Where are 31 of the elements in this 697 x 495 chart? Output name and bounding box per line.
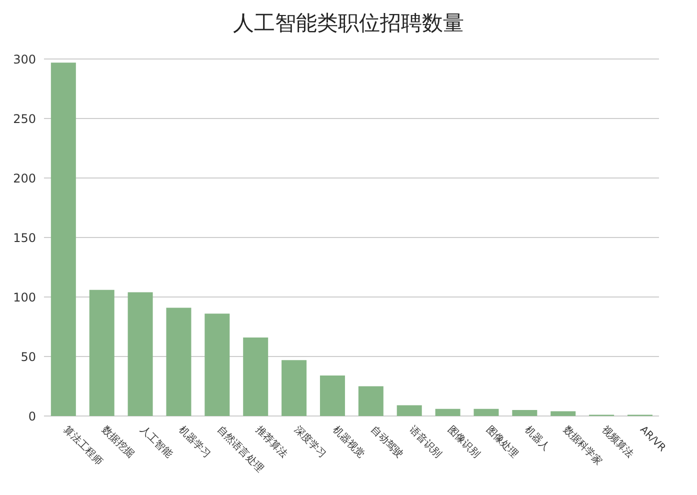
- bar: [204, 314, 230, 416]
- x-tick-label: 深度学习: [292, 424, 328, 460]
- x-tick-label: 自动驾驶: [368, 424, 406, 460]
- bar: [50, 62, 76, 416]
- y-tick-label: 0: [28, 409, 36, 424]
- bar: [474, 408, 499, 416]
- x-tick-label: 机器学习: [176, 424, 214, 460]
- bar: [550, 411, 576, 416]
- x-tick-label: 机器人: [522, 424, 552, 454]
- bar: [166, 308, 192, 416]
- y-tick-label: 250: [13, 112, 36, 126]
- chart-title: 人工智能类职位招聘数量: [232, 10, 465, 37]
- y-tick-label: 100: [13, 290, 36, 304]
- bar: [396, 405, 422, 416]
- y-tick-label: 50: [20, 350, 36, 364]
- y-tick-label: 200: [13, 171, 36, 186]
- x-tick-label: 机器视觉: [330, 424, 367, 460]
- x-tick-label: 语音识别: [407, 424, 444, 460]
- bar: [320, 376, 345, 416]
- x-tick-label: 图像处理: [484, 424, 521, 460]
- x-tick-label: 图像识别: [445, 424, 482, 460]
- bar: [435, 408, 460, 416]
- x-tick-label: 人工智能: [138, 424, 175, 460]
- y-tick-label: 300: [13, 52, 36, 66]
- y-tick-label: 150: [13, 230, 36, 245]
- bar: [89, 290, 114, 416]
- bar: [243, 337, 268, 416]
- bar: [128, 292, 153, 416]
- bar: [512, 410, 538, 416]
- bar: [358, 386, 384, 416]
- bar: [282, 360, 307, 416]
